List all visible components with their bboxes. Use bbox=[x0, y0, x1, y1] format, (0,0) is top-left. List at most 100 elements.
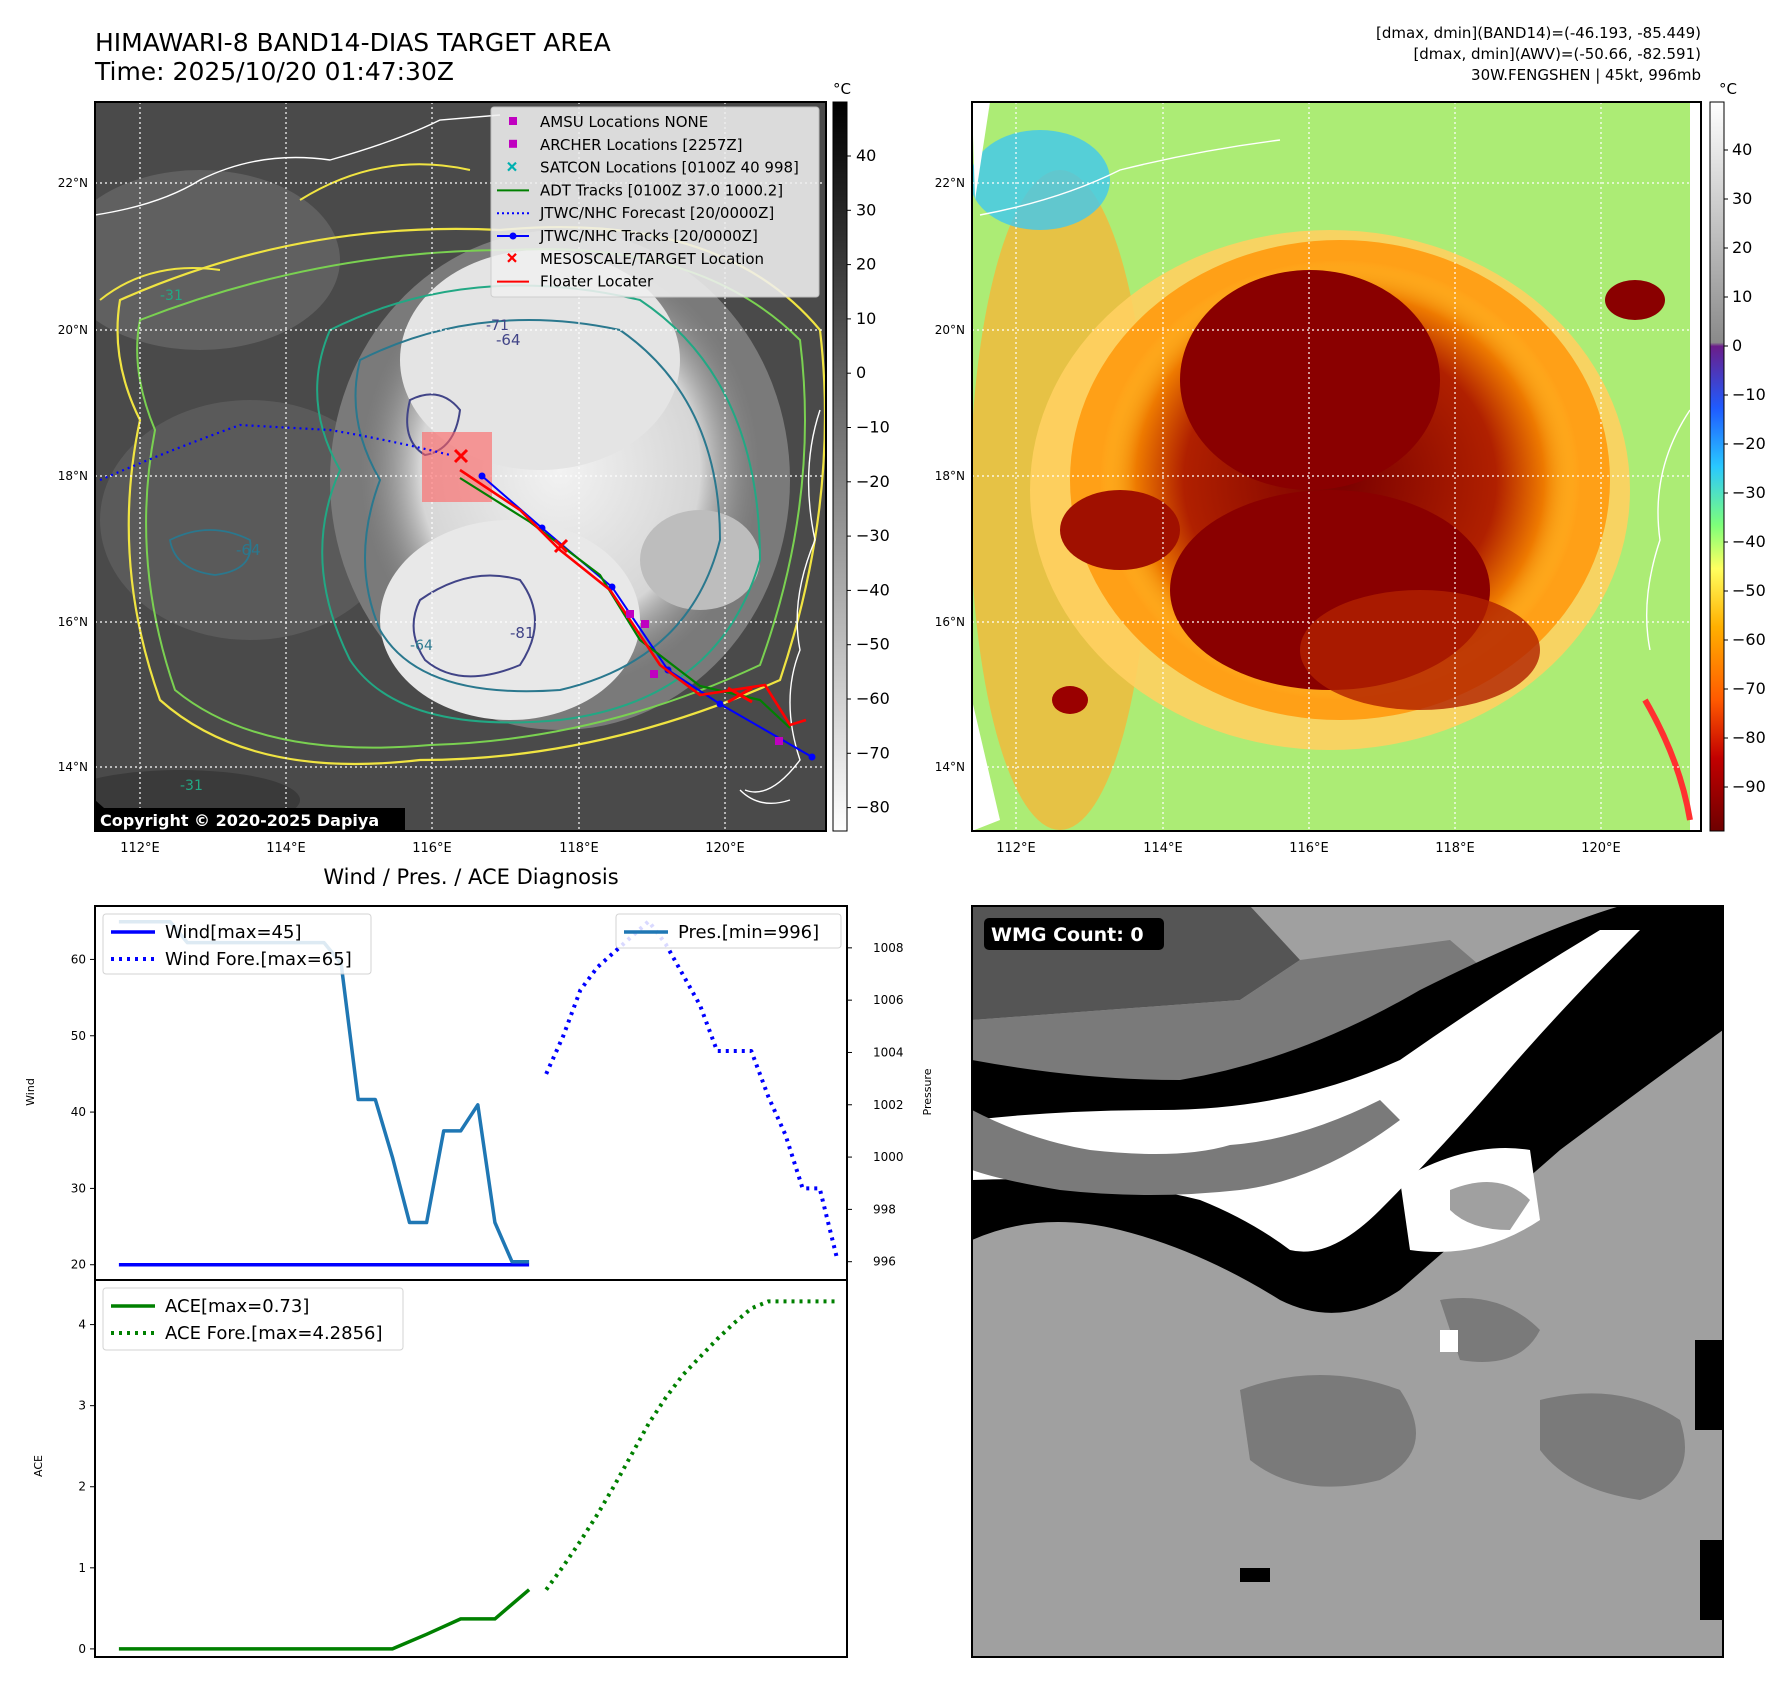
colorbar-tick-label: 30 bbox=[1732, 189, 1752, 208]
y-tick-label: 1 bbox=[78, 1561, 86, 1575]
lat-label: 16°N bbox=[58, 615, 88, 629]
contour-label: -81 bbox=[510, 624, 535, 642]
legend-label: AMSU Locations NONE bbox=[540, 113, 708, 131]
ir-map-panel: -64 -81 -64 -31 -31 -64 -71 AMSU Locatio… bbox=[58, 80, 890, 856]
legend-label: ADT Tracks [0100Z 37.0 1000.2] bbox=[540, 181, 783, 199]
lon-label: 114°E bbox=[266, 841, 306, 856]
legend-marker bbox=[509, 232, 517, 240]
y-tick-label: 40 bbox=[71, 1105, 86, 1119]
ir-colorbar bbox=[832, 101, 848, 832]
legend-item: ADT Tracks [0100Z 37.0 1000.2] bbox=[497, 181, 783, 199]
y-tick-label: 50 bbox=[71, 1029, 86, 1043]
colorbar-tick-label: −70 bbox=[856, 743, 890, 762]
awv-lon-labels: 112°E 114°E 116°E 118°E 120°E bbox=[996, 841, 1621, 856]
awv-gridlines bbox=[972, 102, 1701, 831]
ir-colorbar-unit: °C bbox=[833, 80, 851, 98]
awv-map-frame bbox=[971, 101, 1702, 832]
legend-marker bbox=[509, 139, 517, 148]
colorbar-tick-label: 20 bbox=[1732, 238, 1752, 257]
colorbar-tick-label: −30 bbox=[856, 526, 890, 545]
colorbar-tick-label: 10 bbox=[1732, 287, 1752, 306]
contour-label: -64 bbox=[496, 331, 521, 349]
chart-legend-label: Wind[max=45] bbox=[165, 922, 302, 943]
stats-line-1: [dmax, dmin](BAND14)=(-46.193, -85.449) bbox=[1376, 24, 1701, 42]
ir-colorbar-ticks: 40 30 20 10 0 −10 −20 −30 −40 −50 −60 −70 −80 bbox=[847, 146, 890, 817]
lon-label: 120°E bbox=[1581, 841, 1621, 856]
colorbar-tick-label: 30 bbox=[856, 200, 876, 219]
lon-label: 114°E bbox=[1143, 841, 1183, 856]
awv-colorbar bbox=[1709, 101, 1725, 832]
chart-legend: ACE[max=0.73] ACE Fore.[max=4.2856] bbox=[102, 1287, 404, 1351]
ace-axis-label: ACE bbox=[32, 1455, 45, 1477]
legend-marker bbox=[509, 117, 517, 125]
legend-label: ARCHER Locations [2257Z] bbox=[540, 136, 743, 154]
legend-marker bbox=[507, 253, 517, 263]
legend-item: JTWC/NHC Tracks [20/0000Z] bbox=[497, 227, 758, 245]
chart-legend-box bbox=[615, 913, 842, 949]
colorbar-tick-label: −20 bbox=[856, 472, 890, 491]
colorbar-tick-label: −10 bbox=[856, 418, 890, 437]
lon-label: 118°E bbox=[559, 841, 599, 856]
colorbar-tick-label: −60 bbox=[1732, 630, 1766, 649]
lat-label: 18°N bbox=[58, 469, 88, 483]
lon-label: 112°E bbox=[120, 841, 160, 856]
lat-label: 14°N bbox=[935, 760, 965, 774]
y-right-tick-label: 1008 bbox=[873, 941, 904, 955]
contour-label: -31 bbox=[180, 778, 203, 794]
colorbar-tick-label: −10 bbox=[1732, 385, 1766, 404]
chart-legend: Pres.[min=996] bbox=[615, 913, 842, 949]
legend-item: MESOSCALE/TARGET Location bbox=[507, 250, 764, 268]
legend-label: SATCON Locations [0100Z 40 998] bbox=[540, 159, 799, 177]
contour-label: -64 bbox=[236, 541, 261, 559]
colorbar-tick-label: −40 bbox=[856, 580, 890, 599]
chart-legend-label: Pres.[min=996] bbox=[678, 922, 819, 943]
adt-track bbox=[459, 477, 791, 729]
awv-colorbar-unit: °C bbox=[1719, 80, 1737, 98]
legend-item: JTWC/NHC Forecast [20/0000Z] bbox=[497, 204, 774, 222]
chart-legend: Wind[max=45] Wind Fore.[max=65] bbox=[102, 913, 372, 975]
lat-label: 20°N bbox=[58, 323, 88, 337]
y-tick-label: 30 bbox=[71, 1181, 86, 1195]
lon-label: 118°E bbox=[1435, 841, 1475, 856]
colorbar-tick-label: 0 bbox=[856, 363, 866, 382]
ir-lat-labels: 22°N 20°N 18°N 16°N 14°N bbox=[58, 176, 88, 774]
y-tick-label: 0 bbox=[78, 1642, 86, 1656]
y-tick-label: 2 bbox=[78, 1480, 86, 1494]
colorbar-tick-label: −90 bbox=[1732, 777, 1766, 796]
lat-label: 22°N bbox=[58, 176, 88, 190]
colorbar-tick-label: −20 bbox=[1732, 434, 1766, 453]
series-line-wind-fore- bbox=[544, 919, 839, 1258]
pressure-axis-label: Pressure bbox=[921, 1068, 934, 1115]
colorbar-tick-label: 40 bbox=[856, 146, 876, 165]
colorbar-tick-label: 0 bbox=[1732, 336, 1742, 355]
legend-item: AMSU Locations NONE bbox=[509, 113, 708, 131]
legend-label: Floater Locater bbox=[540, 273, 654, 291]
stats-line-3: 30W.FENGSHEN | 45kt, 996mb bbox=[1471, 66, 1701, 84]
ir-legend: AMSU Locations NONE ARCHER Locations [225… bbox=[490, 106, 820, 298]
colorbar-tick-label: 40 bbox=[1732, 140, 1752, 159]
wmg-imagery bbox=[972, 906, 1723, 1657]
colorbar-tick-label: 20 bbox=[856, 255, 876, 274]
lon-label: 112°E bbox=[996, 841, 1036, 856]
y-right-tick-label: 1006 bbox=[873, 993, 904, 1007]
legend-item: Floater Locater bbox=[497, 273, 654, 291]
contour-label: -71 bbox=[486, 318, 509, 334]
y-right-tick-label: 1002 bbox=[873, 1098, 904, 1112]
wmg-panel: WMG Count: 0 bbox=[971, 905, 1724, 1658]
lat-label: 16°N bbox=[935, 615, 965, 629]
colorbar-tick-label: −40 bbox=[1732, 532, 1766, 551]
colorbar-tick-label: −50 bbox=[856, 635, 890, 654]
ir-tracks bbox=[99, 423, 816, 761]
copyright-box bbox=[95, 808, 405, 832]
awv-map-panel: 22°N 20°N 18°N 16°N 14°N 112°E 114°E 116°E 118°… bbox=[935, 80, 1766, 856]
lon-label: 116°E bbox=[412, 841, 452, 856]
lon-label: 116°E bbox=[1289, 841, 1329, 856]
legend-item: ARCHER Locations [2257Z] bbox=[509, 136, 743, 154]
y-right-tick-label: 998 bbox=[873, 1202, 896, 1216]
chart-legend-box bbox=[102, 1287, 404, 1351]
chart-legend-label: ACE[max=0.73] bbox=[165, 1296, 309, 1317]
stats-line-2: [dmax, dmin](AWV)=(-50.66, -82.591) bbox=[1413, 45, 1701, 63]
wind-axis-label: Wind bbox=[24, 1078, 37, 1106]
ir-map-frame bbox=[94, 101, 827, 832]
